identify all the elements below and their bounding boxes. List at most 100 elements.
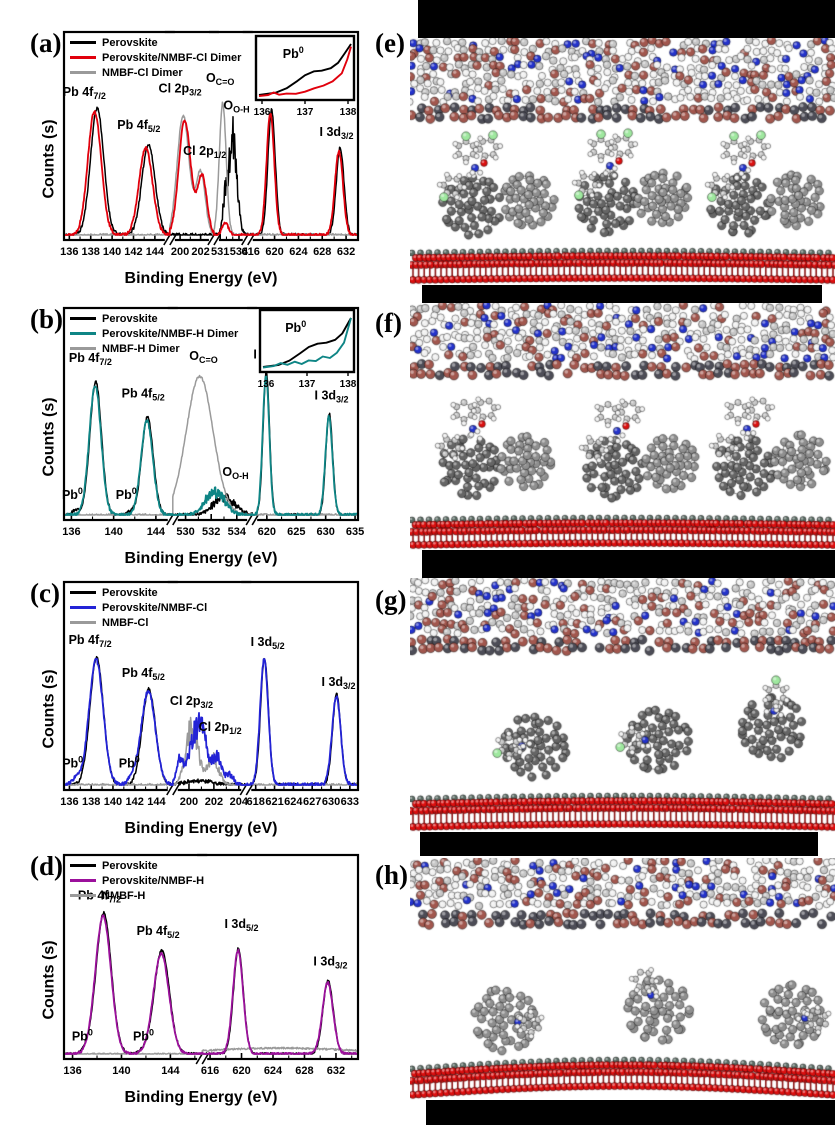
legend-label: Perovskite/NMBF-H — [102, 874, 205, 887]
legend-label: NMBF-H Dimer — [102, 342, 180, 355]
separator-bar — [418, 0, 835, 38]
peak-label: Pb0 — [62, 486, 83, 502]
legend-line-swatch — [70, 347, 96, 350]
peak-label: Pb 4f5/2 — [117, 118, 160, 134]
x-tick-label: 530 — [176, 526, 194, 538]
legend-label: Perovskite — [102, 36, 158, 49]
x-tick-label: 200 — [171, 246, 189, 258]
legend-b: Perovskite Perovskite/NMBF-H Dimer NMBF-H … — [70, 311, 238, 356]
x-tick-label: 136 — [60, 246, 78, 258]
molecular-render-g — [410, 578, 835, 832]
panel-letter-d: (d) — [30, 851, 63, 881]
x-tick-label: 624 — [289, 246, 308, 258]
panel-letter-a: (a) — [30, 28, 62, 58]
x-tick-label: 144 — [147, 526, 166, 538]
peak-label: Pb 4f7/2 — [69, 633, 112, 649]
x-tick-label: 144 — [146, 246, 165, 258]
peak-label: Cl 2p3/2 — [159, 81, 202, 97]
peak-label: Pb0 — [119, 755, 140, 771]
legend-row: Perovskite/NMBF-Cl — [70, 600, 207, 615]
x-tick-label: 632 — [337, 246, 355, 258]
x-tick-label: 531 — [211, 246, 229, 258]
x-tick-label: 632 — [327, 1065, 345, 1077]
legend-row: Perovskite/NMBF-H Dimer — [70, 326, 238, 341]
x-tick-label: 618 — [247, 796, 265, 808]
x-tick-label: 616 — [242, 246, 260, 258]
peak-label: Pb0 — [62, 755, 83, 771]
x-tick-label: 628 — [313, 246, 331, 258]
peak-label: Pb 4f7/2 — [63, 85, 106, 101]
separator-bar — [426, 1100, 835, 1125]
molecular-render-f — [410, 303, 835, 550]
peak-label: Cl 2p1/2 — [199, 720, 242, 736]
xps-panel-b: 136 140 144 530 532 534 620 625 630 635 Pb0 Pb 4f7/… — [0, 298, 402, 576]
panel-letter-b: (b) — [30, 304, 63, 334]
peak-label: Pb 4f5/2 — [122, 387, 165, 403]
legend-line-swatch — [70, 591, 96, 594]
separator-bar — [422, 550, 835, 578]
x-tick-label: 200 — [180, 796, 198, 808]
x-tick-label: 635 — [346, 526, 364, 538]
x-tick-label: 144 — [147, 796, 166, 808]
peak-label: OC=O — [206, 71, 235, 87]
y-axis-label-b: Counts (s) — [40, 397, 58, 477]
legend-line-swatch — [70, 894, 96, 897]
x-tick-label: 616 — [201, 1065, 219, 1077]
inset-tick-label: 136 — [258, 379, 275, 390]
x-tick-label: 534 — [230, 246, 249, 258]
x-tick-label: 633 — [341, 796, 359, 808]
legend-line-swatch — [70, 879, 96, 882]
separator-bar — [420, 832, 818, 856]
inset-tick-label: 137 — [299, 379, 316, 390]
legend-c: Perovskite Perovskite/NMBF-Cl NMBF-Cl — [70, 585, 207, 630]
x-tick-label: 628 — [295, 1065, 313, 1077]
x-tick-label: 142 — [124, 246, 142, 258]
y-axis-label-a: Counts (s) — [40, 119, 58, 199]
legend-line-swatch — [70, 317, 96, 320]
x-tick-label: 624 — [284, 796, 303, 808]
x-tick-label: 202 — [205, 796, 223, 808]
xps-panel-c: 136 138 140 142 144 200 202 204 618 621 624 627 630 6… — [0, 572, 402, 846]
legend-label: NMBF-Cl Dimer — [102, 66, 183, 79]
peak-label: Cl 2p1/2 — [183, 144, 226, 160]
legend-row: NMBF-H — [70, 888, 204, 903]
legend-line-swatch — [70, 332, 96, 335]
x-tick-label: 627 — [303, 796, 321, 808]
x-tick-label: 202 — [191, 246, 209, 258]
legend-row: Perovskite — [70, 585, 207, 600]
legend-row: Perovskite — [70, 858, 204, 873]
x-tick-label: 625 — [287, 526, 305, 538]
panel-letter-c: (c) — [30, 578, 60, 608]
legend-label: NMBF-Cl — [102, 616, 149, 629]
x-tick-label: 138 — [82, 246, 100, 258]
x-tick-label: 140 — [104, 796, 122, 808]
peak-label: Pb 4f5/2 — [122, 666, 165, 682]
legend-label: Perovskite/NMBF-H Dimer — [102, 327, 239, 340]
x-axis-label-a: Binding Energy (eV) — [124, 270, 278, 287]
spectra-plot-d: 136140144616620624628632Pb0Pb 4f7/2Pb0Pb… — [62, 853, 360, 1077]
legend-label: Perovskite — [102, 859, 158, 872]
peak-label: Pb0 — [116, 486, 137, 502]
legend-a: Perovskite Perovskite/NMBF-Cl Dimer NMBF-C… — [70, 35, 241, 80]
legend-line-swatch — [70, 56, 96, 59]
x-tick-label: 620 — [258, 526, 276, 538]
inset-tick-label: 136 — [254, 107, 271, 118]
x-tick-label: 532 — [202, 526, 220, 538]
legend-label: NMBF-H — [102, 889, 146, 902]
legend-row: Perovskite/NMBF-Cl Dimer — [70, 50, 241, 65]
x-tick-label: 136 — [60, 796, 78, 808]
inset-tick-label: 137 — [297, 107, 314, 118]
legend-row: NMBF-H Dimer — [70, 341, 238, 356]
legend-row: NMBF-Cl Dimer — [70, 65, 241, 80]
peak-label: I 3d5/2 — [251, 635, 285, 651]
x-tick-label: 620 — [265, 246, 283, 258]
x-tick-label: 624 — [264, 1065, 283, 1077]
x-tick-label: 140 — [104, 526, 122, 538]
legend-d: Perovskite Perovskite/NMBF-H NMBF-H — [70, 858, 204, 903]
x-tick-label: 140 — [103, 246, 121, 258]
panel-letter-f: (f) — [375, 308, 402, 338]
legend-label: Perovskite — [102, 586, 158, 599]
inset-tick-label: 138 — [340, 107, 357, 118]
legend-line-swatch — [70, 606, 96, 609]
